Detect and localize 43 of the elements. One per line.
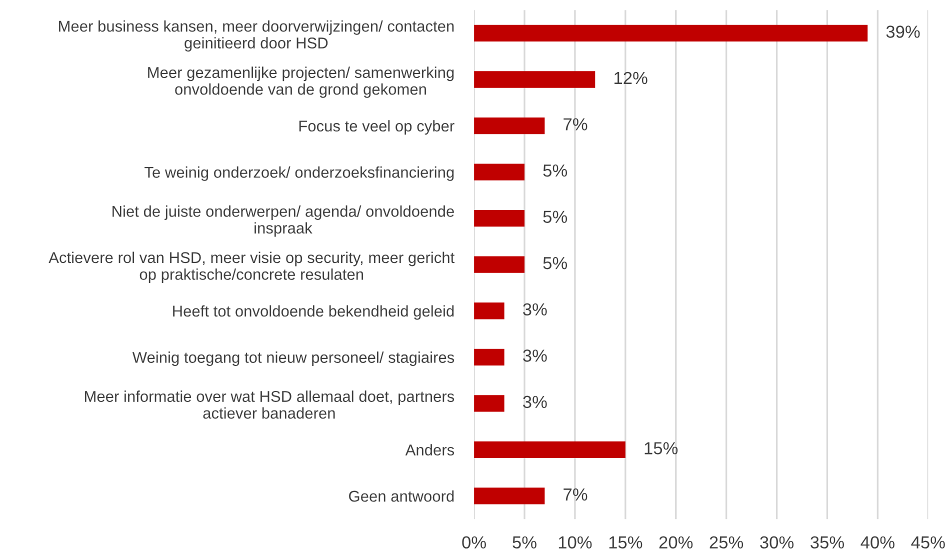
- x-tick-label: 35%: [810, 536, 844, 549]
- bar: [474, 256, 525, 273]
- data-label: 7%: [564, 118, 588, 130]
- bar: [474, 348, 504, 366]
- data-label: 15%: [644, 442, 678, 454]
- y-tick-label: Weinig toegang tot nieuw personeel/ stagiaires: [132, 352, 454, 366]
- y-tick-label: Te weinig onderzoek/ onderzoeksfinanciering: [144, 166, 454, 181]
- bar: [474, 488, 545, 504]
- bar: [474, 395, 504, 412]
- x-tick-label: 20%: [659, 536, 693, 549]
- y-tick-label: Meer informatie over wat HSD allemaal doet, partners actiever banaderen: [85, 390, 454, 419]
- x-tick-label: 15%: [609, 536, 642, 549]
- data-label: 39%: [886, 26, 920, 38]
- y-tick-label: Niet de juiste onderwerpen/ agenda/ onvoldoende inspraak: [112, 205, 454, 237]
- bar: [474, 24, 868, 42]
- y-tick-label: Geen antwoord: [349, 490, 454, 502]
- data-label: 12%: [614, 72, 648, 84]
- x-tick-label: 45%: [911, 536, 945, 549]
- x-tick-label: 10%: [558, 536, 592, 549]
- data-label: 5%: [543, 257, 568, 270]
- data-label: 5%: [543, 210, 568, 223]
- data-label: 3%: [523, 396, 547, 408]
- x-tick-label: 5%: [512, 536, 536, 549]
- y-tick-label: Meer business kansen, meer doorverwijzingen/ contacten geinitieerd door HSD: [59, 20, 454, 52]
- data-label: 3%: [523, 350, 547, 362]
- y-tick-label: Actievere rol van HSD, meer visie op security, meer gericht op praktische/concrete resulaten: [48, 252, 455, 283]
- bar: [474, 71, 596, 88]
- bar: [474, 117, 545, 134]
- data-label: 3%: [523, 303, 547, 316]
- x-tick-label: 25%: [710, 536, 744, 549]
- y-tick-label: Anders: [405, 444, 454, 456]
- bar: [474, 210, 525, 227]
- bar: [474, 441, 626, 458]
- bar: [474, 302, 504, 320]
- bar: [474, 164, 525, 180]
- y-tick-label: Focus te veel op cyber: [299, 120, 454, 135]
- data-label: 7%: [564, 488, 588, 501]
- x-tick-label: 40%: [860, 536, 894, 549]
- y-tick-label: Meer gezamenlijke projecten/ samenwerking onvoldoende van de grond gekomen: [148, 66, 454, 98]
- x-tick-label: 0%: [462, 536, 486, 549]
- data-label: 5%: [543, 164, 568, 177]
- x-tick-label: 30%: [760, 536, 794, 549]
- y-tick-label: Heeft tot onvoldoende bekendheid geleid: [173, 305, 454, 320]
